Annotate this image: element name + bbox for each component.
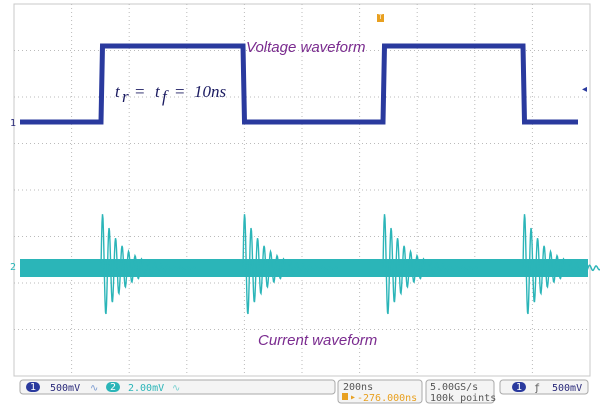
ch1-bw-icon: ∿ — [90, 383, 98, 394]
channel-box[interactable] — [19, 379, 336, 395]
record-length: 100k points — [430, 393, 496, 404]
status-bar: 1 500mV ∿ 2 2.00mV ∿ 200ns ▸ -276.000ns … — [19, 379, 589, 404]
voltage-trace — [20, 43, 578, 125]
current-ringing — [522, 214, 600, 315]
graticule — [14, 4, 590, 376]
ch2-bw-icon: ∿ — [172, 383, 180, 394]
timebase: 200ns — [343, 382, 373, 393]
eq-sub2: f — [162, 87, 169, 106]
ch1-badge: 1 — [30, 382, 36, 393]
acquisition-box[interactable] — [425, 379, 495, 404]
ch2-badge: 2 — [110, 382, 116, 393]
trigger-pos-arrow: ▸ — [350, 392, 356, 403]
eq-rest: 10ns — [194, 82, 227, 101]
trig-badge: 1 — [516, 382, 522, 393]
current-ringing — [382, 214, 479, 315]
eq-eq2: = — [175, 82, 185, 101]
trigger-level-arrow: ◂ — [582, 84, 587, 95]
timebase-box[interactable] — [337, 379, 423, 404]
eq-t2: t — [155, 82, 161, 101]
current-noise-band — [20, 259, 588, 277]
trigger-pos-icon — [342, 393, 348, 400]
ch2-scale: 2.00mV — [128, 383, 164, 394]
eq-t1: t — [115, 82, 121, 101]
current-label: Current waveform — [258, 332, 377, 349]
trigger-marker-label: T — [378, 14, 383, 21]
equation: t r = t f = 10ns — [115, 82, 227, 106]
current-ringing — [100, 214, 197, 315]
ch2-ground-marker: 2 — [10, 262, 16, 273]
trig-level: 500mV — [552, 383, 582, 394]
trigger-pos: -276.000ns — [357, 393, 417, 404]
voltage-label: Voltage waveform — [246, 39, 366, 56]
eq-eq1: = — [135, 82, 145, 101]
trigger-marker — [377, 14, 384, 22]
trig-slope-icon: ƒ — [534, 383, 540, 394]
sample-rate: 5.00GS/s — [430, 382, 478, 393]
waveforms — [20, 43, 600, 315]
ch1-scale: 500mV — [50, 383, 80, 394]
current-ringing — [242, 214, 339, 315]
ch1-badge-bg — [26, 382, 40, 392]
eq-sub1: r — [122, 87, 129, 106]
trig-badge-bg — [512, 382, 526, 392]
ch2-badge-bg — [106, 382, 120, 392]
ch1-ground-marker: 1 — [10, 118, 16, 129]
